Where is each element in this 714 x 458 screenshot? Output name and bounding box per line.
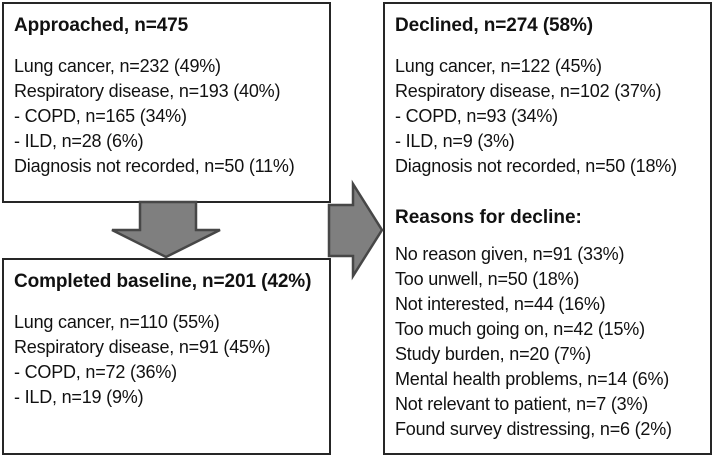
stat-line: Respiratory disease, n=193 (40%)	[14, 81, 281, 101]
reason-line: Mental health problems, n=14 (6%)	[395, 369, 670, 389]
stat-line: - COPD, n=165 (34%)	[14, 106, 187, 126]
stat-line: Respiratory disease, n=102 (37%)	[395, 81, 662, 101]
reasons-for-decline-heading: Reasons for decline:	[395, 207, 582, 228]
stat-line: Lung cancer, n=122 (45%)	[395, 56, 602, 76]
declined-box: Declined, n=274 (58%) Lung cancer, n=122…	[383, 2, 712, 455]
stat-line: - COPD, n=93 (34%)	[395, 106, 558, 126]
approached-box-title: Approached, n=475	[14, 15, 189, 36]
declined-box-lines: Lung cancer, n=122 (45%) Respiratory dis…	[395, 54, 700, 179]
reason-line: Study burden, n=20 (7%)	[395, 344, 592, 364]
stat-line: Diagnosis not recorded, n=50 (11%)	[14, 156, 295, 176]
completed-baseline-box-title: Completed baseline, n=201 (42%)	[14, 271, 312, 292]
approached-box: Approached, n=475 Lung cancer, n=232 (49…	[2, 2, 331, 203]
stat-line: - ILD, n=19 (9%)	[14, 387, 144, 407]
reason-line: Found survey distressing, n=6 (2%)	[395, 419, 672, 439]
stat-line: - ILD, n=28 (6%)	[14, 131, 144, 151]
stat-line: Lung cancer, n=110 (55%)	[14, 312, 220, 332]
reasons-for-decline-list: No reason given, n=91 (33%) Too unwell, …	[395, 242, 700, 442]
stat-line: Respiratory disease, n=91 (45%)	[14, 337, 271, 357]
reason-line: Not interested, n=44 (16%)	[395, 294, 606, 314]
reason-line: Too unwell, n=50 (18%)	[395, 269, 580, 289]
completed-baseline-box-lines: Lung cancer, n=110 (55%) Respiratory dis…	[14, 310, 319, 410]
stat-line: Lung cancer, n=232 (49%)	[14, 56, 221, 76]
stat-line: - ILD, n=9 (3%)	[395, 131, 515, 151]
stat-line: Diagnosis not recorded, n=50 (18%)	[395, 156, 677, 176]
down-arrow-icon	[111, 200, 221, 259]
approached-box-lines: Lung cancer, n=232 (49%) Respiratory dis…	[14, 54, 319, 179]
right-arrow-icon	[327, 179, 384, 281]
reason-line: Not relevant to patient, n=7 (3%)	[395, 394, 649, 414]
reason-line: No reason given, n=91 (33%)	[395, 244, 625, 264]
reason-line: Too much going on, n=42 (15%)	[395, 319, 645, 339]
completed-baseline-box: Completed baseline, n=201 (42%) Lung can…	[2, 258, 331, 455]
declined-box-title: Declined, n=274 (58%)	[395, 15, 594, 36]
stat-line: - COPD, n=72 (36%)	[14, 362, 177, 382]
